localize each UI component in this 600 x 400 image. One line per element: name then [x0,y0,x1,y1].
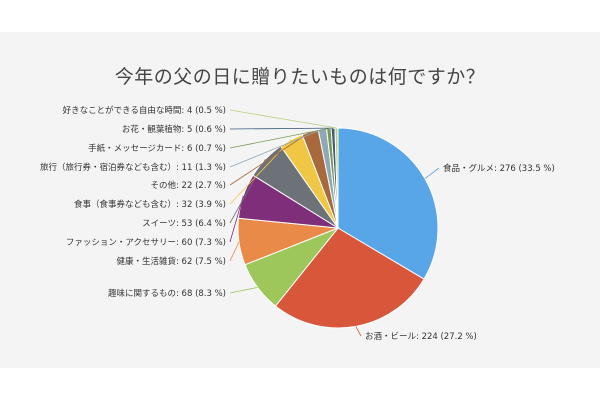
slice-label: その他: 22 (2.7 %) [150,180,226,191]
slice-label: お酒・ビール: 224 (27.2 %) [365,332,477,342]
leader-line [229,139,292,205]
leader-line [355,326,362,337]
leader-line [229,109,337,129]
leader-line [229,287,258,294]
leader-line [229,241,240,262]
slice-label: 食事（食事券なども含む）: 32 (3.9 %) [74,199,226,210]
slice-label: 旅行（旅行券・宿泊券なども含む）: 11 (1.3 %) [40,162,226,173]
slice-label: スイーツ: 53 (6.4 %) [142,219,226,229]
leader-line [229,128,329,149]
slice-label: お花・観葉植物: 5 (0.6 %) [122,124,226,135]
slice-label: 手紙・メッセージカード: 6 (0.7 %) [88,143,226,154]
leader-line [424,167,440,179]
leader-line [229,128,323,168]
slice-label: 趣味に関するもの: 68 (8.3 %) [108,288,226,299]
slice-label: ファッション・アクセサリー: 60 (7.3 %) [66,238,226,248]
leader-line [229,159,266,224]
leader-line [229,131,311,186]
leader-line [229,127,334,130]
chart-title: 今年の父の日に贈りたいものは何ですか？ [114,66,486,88]
slice-label: 健康・生活雑貨: 62 (7.5 %) [116,256,226,267]
pie-slice [274,227,425,329]
slice-label: 好きなことができる自由な時間: 4 (0.5 %) [63,105,226,116]
slice-label: 食品・グルメ: 276 (33.5 %) [443,163,555,174]
